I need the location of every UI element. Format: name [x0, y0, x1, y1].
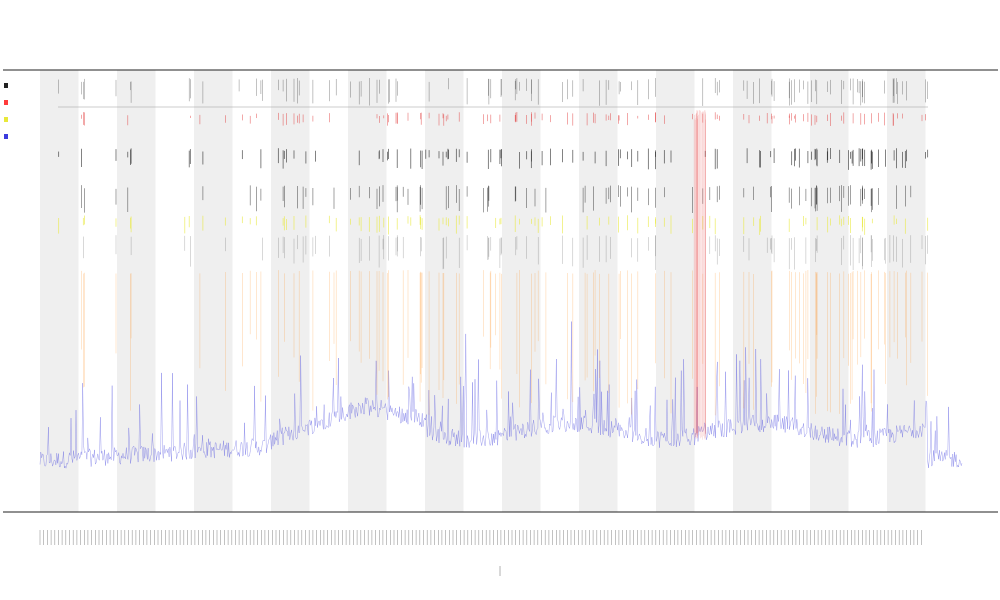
band-11: [887, 70, 926, 512]
legend-swatch-1: [4, 100, 8, 105]
band-0: [40, 70, 79, 512]
coverage-series: [39, 321, 963, 469]
band-6: [502, 70, 541, 512]
legend-swatch-2: [4, 117, 8, 122]
band-8: [656, 70, 695, 512]
band-9: [733, 70, 772, 512]
band-7: [579, 70, 618, 512]
band-5: [425, 70, 464, 512]
legend-swatch-3: [4, 134, 8, 139]
band-1: [117, 70, 156, 512]
band-10: [810, 70, 849, 512]
band-3: [271, 70, 310, 512]
legend-swatch-0: [4, 83, 8, 88]
band-2: [194, 70, 233, 512]
band-4: [348, 70, 387, 512]
